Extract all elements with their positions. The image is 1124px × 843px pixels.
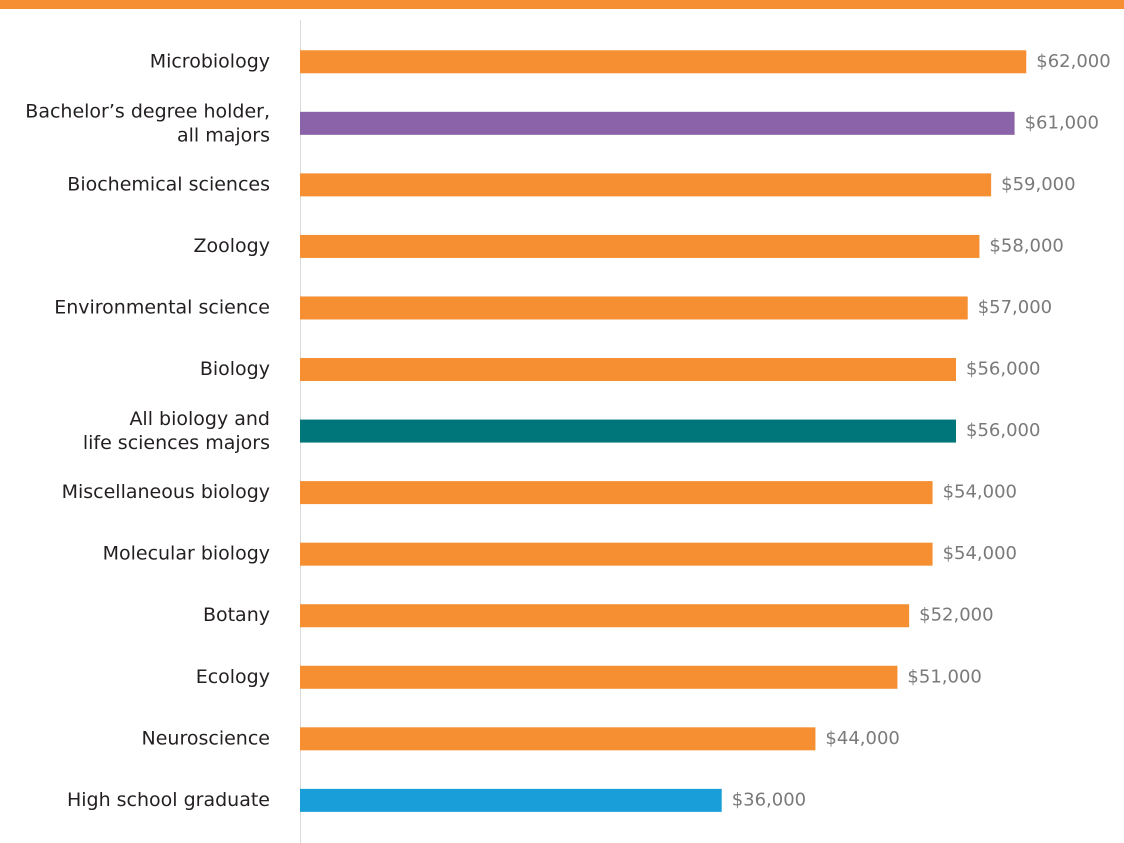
value-label: $61,000 [1025,112,1099,133]
bar [300,173,992,197]
bar [300,665,898,689]
value-label: $57,000 [978,297,1052,318]
bar [300,234,980,258]
bar [300,358,956,382]
bar [300,50,1027,74]
bar [300,111,1015,135]
value-label: $56,000 [966,420,1040,441]
bar [300,604,910,628]
bar [300,296,968,320]
value-label: $36,000 [732,789,806,810]
bar [300,419,956,443]
bar [300,542,933,566]
bar [300,788,722,812]
value-label: $52,000 [919,605,993,626]
value-label: $51,000 [907,666,981,687]
category-label: Neuroscience [142,727,270,749]
value-label: $62,000 [1036,51,1110,72]
value-label: $54,000 [943,543,1017,564]
value-label: $58,000 [989,235,1063,256]
category-label: Botany [203,604,270,626]
value-label: $44,000 [825,728,899,749]
category-label: Biology [200,358,270,380]
category-label: All biology and life sciences majors [83,408,270,454]
category-label: Environmental science [54,296,270,318]
top-band [0,0,1124,9]
value-label: $56,000 [966,359,1040,380]
value-label: $54,000 [943,482,1017,503]
category-label: Bachelor’s degree holder, all majors [25,100,270,146]
bar [300,481,933,505]
category-label: Biochemical sciences [67,173,270,195]
value-label: $59,000 [1001,174,1075,195]
category-label: Zoology [194,235,270,257]
category-label: Microbiology [150,50,270,72]
category-label: High school graduate [67,789,270,811]
bar [300,727,816,751]
category-label: Ecology [196,666,270,688]
category-label: Molecular biology [103,543,270,565]
category-label: Miscellaneous biology [62,481,270,503]
